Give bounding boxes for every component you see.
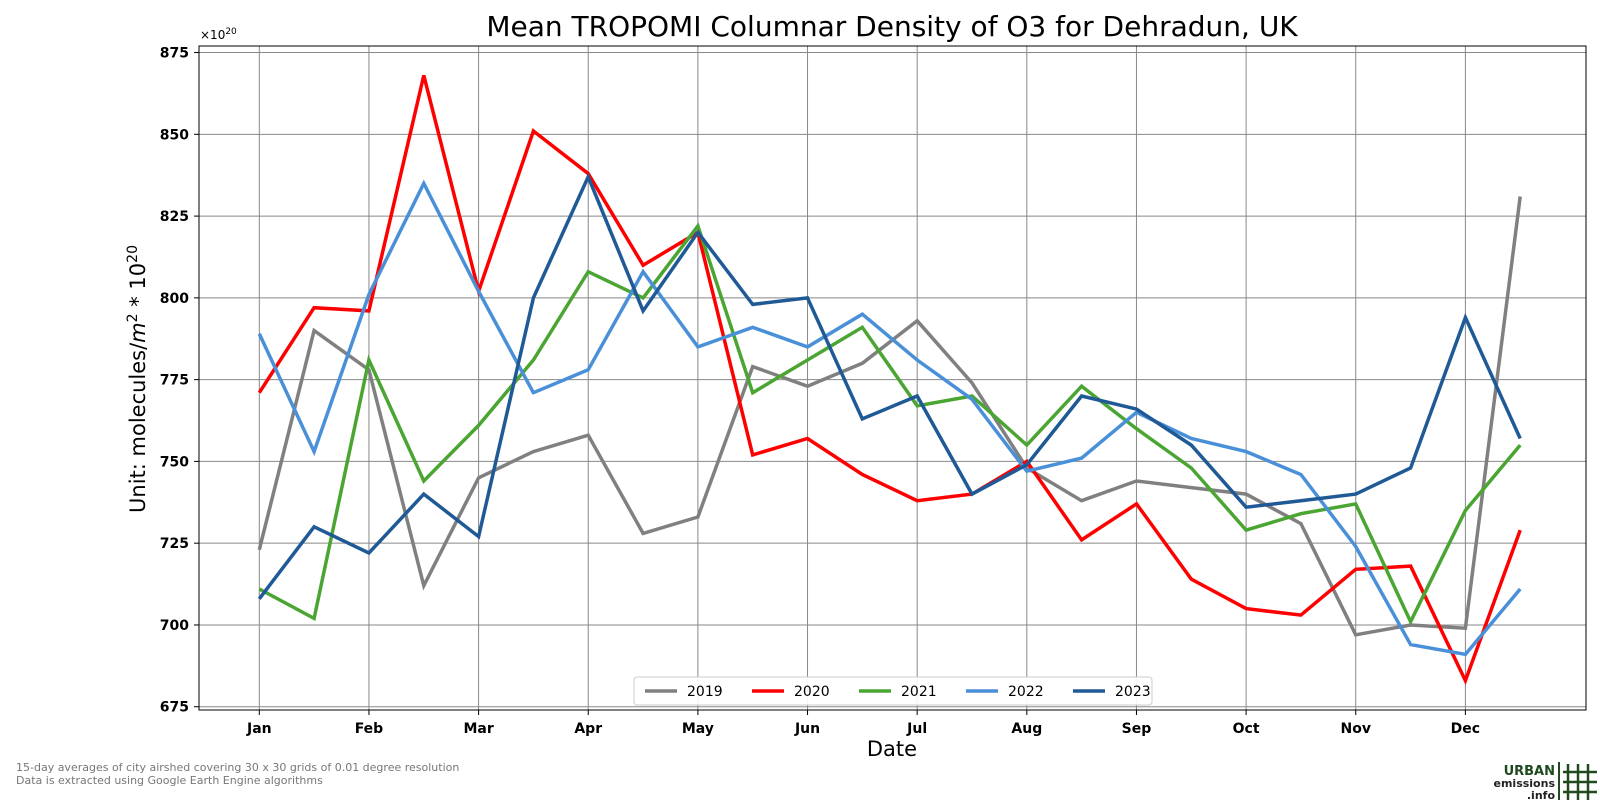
x-axis-ticks: Jan Feb Mar Apr May Jun Jul Aug Sep Oct Nov Dec bbox=[246, 710, 1480, 737]
y-tick-label: 800 bbox=[160, 291, 189, 307]
logo-text-emissions: emissions bbox=[1494, 777, 1556, 790]
y-axis-ticks: 675 700 725 750 775 800 825 850 875 bbox=[160, 46, 199, 716]
series-line-2019 bbox=[257, 196, 1522, 637]
logo-divider bbox=[1558, 762, 1560, 800]
grid-lines bbox=[199, 46, 1586, 710]
x-tick-label: Aug bbox=[1011, 721, 1042, 737]
x-tick-label: May bbox=[682, 721, 714, 737]
legend: 2019 2020 2021 2022 2023 bbox=[633, 676, 1153, 706]
x-tick-label: Feb bbox=[355, 721, 384, 737]
series-line-2021 bbox=[258, 222, 1522, 626]
y-tick-label: 750 bbox=[160, 454, 189, 470]
series-line-2022 bbox=[257, 179, 1522, 657]
legend-box bbox=[633, 676, 1153, 706]
chart-title: Mean TROPOMI Columnar Density of O3 for … bbox=[486, 10, 1298, 43]
y-tick-label: 775 bbox=[160, 373, 189, 389]
legend-label-2022: 2022 bbox=[1008, 684, 1044, 700]
x-tick-label: Oct bbox=[1233, 721, 1260, 737]
legend-label-2020: 2020 bbox=[794, 684, 830, 700]
y-tick-label: 725 bbox=[160, 536, 189, 552]
x-tick-label: Jan bbox=[246, 721, 272, 737]
y-tick-label: 675 bbox=[160, 700, 189, 716]
footnote-line-1: 15-day averages of city airshed covering… bbox=[16, 761, 459, 774]
logo-text-urban: URBAN bbox=[1504, 764, 1555, 779]
y-tick-label: 825 bbox=[160, 209, 189, 225]
footnote-line-2: Data is extracted using Google Earth Eng… bbox=[16, 774, 323, 787]
x-tick-label: Sep bbox=[1122, 721, 1152, 737]
x-tick-label: Dec bbox=[1451, 721, 1480, 737]
urban-emissions-logo: URBAN emissions .info bbox=[1494, 762, 1597, 800]
y-tick-label: 700 bbox=[160, 618, 189, 634]
x-axis-label: Date bbox=[867, 737, 917, 761]
plot-frame bbox=[198, 45, 1587, 711]
series-line-2023 bbox=[257, 172, 1522, 600]
x-tick-label: Jul bbox=[906, 721, 927, 737]
logo-grid-icon bbox=[1563, 764, 1597, 800]
y-offset-label: ×1020 bbox=[200, 27, 237, 42]
x-tick-label: Jun bbox=[794, 721, 820, 737]
x-tick-label: Nov bbox=[1341, 721, 1371, 737]
x-tick-label: Mar bbox=[463, 721, 493, 737]
legend-label-2021: 2021 bbox=[901, 684, 937, 700]
legend-label-2019: 2019 bbox=[687, 684, 723, 700]
y-tick-label: 850 bbox=[160, 127, 189, 143]
legend-label-2023: 2023 bbox=[1115, 684, 1151, 700]
y-tick-label: 875 bbox=[160, 46, 189, 62]
series-lines bbox=[257, 74, 1522, 686]
x-tick-label: Apr bbox=[574, 721, 602, 737]
series-line-2020 bbox=[257, 74, 1522, 686]
y-axis-label: Unit: molecules/m2 * 1020 bbox=[125, 245, 150, 513]
logo-text-info: .info bbox=[1527, 789, 1556, 800]
